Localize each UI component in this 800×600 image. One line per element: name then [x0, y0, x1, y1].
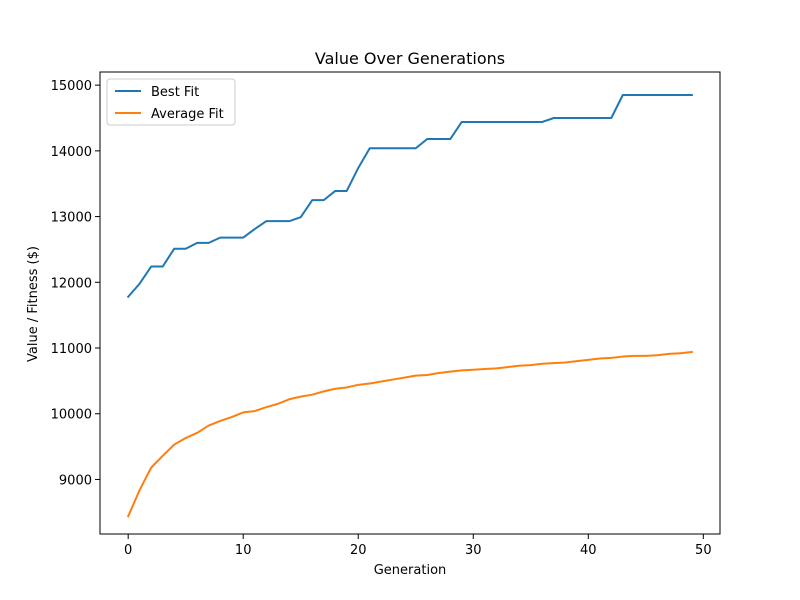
y-tick-label: 14000 [51, 145, 92, 160]
chart-title: Value Over Generations [315, 49, 505, 68]
y-axis-label: Value / Fitness ($) [26, 246, 41, 362]
x-tick-label: 40 [580, 543, 597, 558]
x-tick-label: 20 [350, 543, 367, 558]
y-tick-label: 10000 [51, 408, 92, 423]
series-line-2 [126, 350, 693, 518]
x-tick-label: 10 [235, 543, 252, 558]
x-tick-label: 50 [695, 543, 712, 558]
y-tick-label: 15000 [51, 79, 92, 94]
plot-area: 0 10 20 30 40 50 9000 10000 11000 12000 13000 14000… [51, 71, 721, 558]
legend-label-1: Best Fit [151, 85, 199, 100]
legend-label-2: Average Fit [151, 107, 224, 122]
legend: Best Fit Average Fit [106, 78, 236, 126]
y-tick-label: 12000 [51, 276, 92, 291]
x-tick-label: 0 [124, 543, 132, 558]
plot-frame [99, 71, 721, 535]
series-line-1 [126, 94, 693, 299]
x-axis-label: Generation [374, 563, 447, 578]
y-tick-label: 9000 [59, 473, 92, 488]
y-tick-label: 11000 [51, 342, 92, 357]
x-tick-label: 30 [465, 543, 482, 558]
y-tick-label: 13000 [51, 211, 92, 226]
